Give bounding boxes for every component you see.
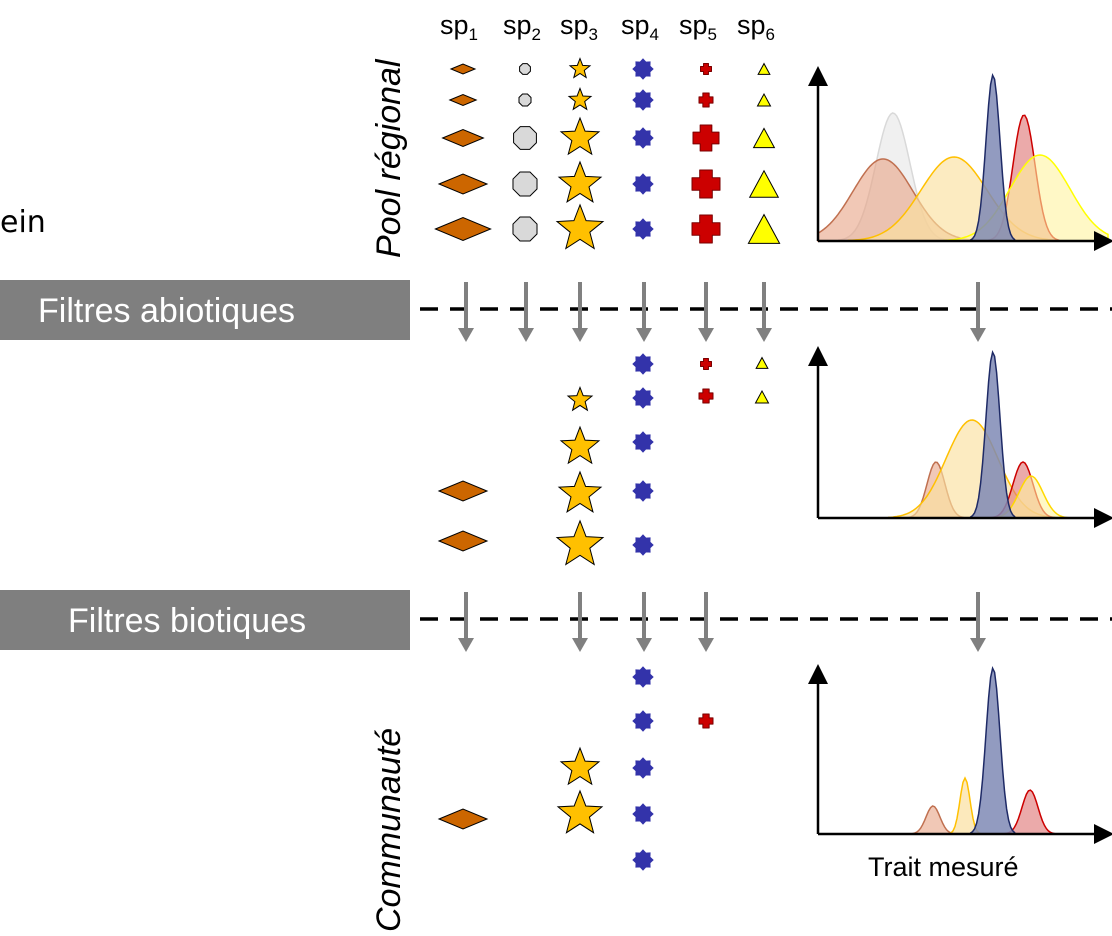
filter-arrow [572, 282, 588, 342]
filter-arrow [756, 282, 772, 342]
species-3-star [555, 203, 605, 250]
species-3-star [559, 746, 601, 786]
species-1-diamond [448, 93, 478, 107]
filter-arrow [970, 592, 986, 652]
species-6-triangle [747, 213, 781, 244]
species-5-cross [691, 214, 721, 244]
species-3-star [559, 116, 601, 156]
species-4-blob [632, 710, 654, 732]
species-5-cross [698, 388, 714, 404]
species-2-octagon [518, 93, 532, 107]
abiotic-filter-band: Filtres abiotiques [0, 280, 410, 340]
species-2-octagon [513, 126, 537, 150]
trait-distribution-charts [808, 66, 1112, 844]
filter-arrow [572, 592, 588, 652]
species-5-cross [700, 358, 712, 370]
species-4-blob [632, 803, 654, 825]
species-4-blob [632, 534, 654, 556]
species-4-blob [632, 431, 654, 453]
species-1-diamond [437, 530, 489, 552]
trait-curve-species-5 [1003, 789, 1056, 835]
species-6-triangle [748, 169, 780, 198]
species-1-diamond [449, 63, 477, 75]
species-3-star [557, 160, 603, 203]
filter-arrows [458, 282, 986, 652]
species-1-diamond [437, 808, 489, 830]
species-3-star [556, 789, 604, 834]
species-1-diamond [437, 173, 489, 195]
species-label-5: sp5 [679, 10, 717, 44]
community-label: Communauté [370, 728, 408, 932]
species-4-blob [632, 387, 654, 409]
filter-arrow [458, 282, 474, 342]
species-4-blob [632, 353, 654, 375]
species-5-cross [700, 63, 712, 75]
trait-curve-species-4 [969, 666, 1017, 835]
species-4-blob [632, 173, 654, 195]
species-5-cross [691, 169, 721, 199]
species-6-triangle [755, 356, 769, 369]
species-label-4: sp4 [621, 10, 659, 44]
x-axis-label: Trait mesuré [868, 852, 1019, 882]
species-1-diamond [441, 128, 485, 148]
chart-axes [808, 346, 1112, 528]
species-1-diamond [437, 480, 489, 502]
chart-axes [808, 66, 1112, 251]
species-4-blob [632, 218, 654, 240]
species-4-blob [632, 480, 654, 502]
abiotic-filter-label: Filtres abiotiques [38, 292, 295, 330]
species-4-blob [632, 127, 654, 149]
trait-curve-species-4 [969, 73, 1017, 242]
species-3-star [555, 519, 605, 566]
filter-arrow [518, 282, 534, 342]
species-3-star [557, 470, 603, 513]
species-label-1: sp1 [440, 10, 478, 44]
species-6-triangle [752, 127, 776, 149]
species-2-octagon [512, 171, 538, 197]
trait-curve-species-6 [943, 154, 1109, 242]
trait-curve-species-1 [909, 805, 956, 835]
species-3-star [559, 425, 601, 465]
regional-pool-label: Pool régional [370, 58, 408, 258]
species-symbols [434, 57, 781, 871]
species-2-octagon [519, 63, 531, 75]
species-1-diamond [434, 216, 492, 242]
filter-arrow [970, 282, 986, 342]
species-6-triangle [756, 92, 772, 107]
species-4-blob [632, 849, 654, 871]
filter-arrow [698, 282, 714, 342]
trait-curve-species-4 [969, 350, 1017, 519]
filter-arrow [458, 592, 474, 652]
species-label-3: sp3 [560, 10, 598, 44]
species-4-blob [632, 666, 654, 688]
chart-axes [808, 664, 1112, 844]
species-4-blob [632, 58, 654, 80]
cropped-text-fragment: ein [0, 205, 46, 240]
species-5-cross [698, 713, 714, 729]
biotic-filter-band: Filtres biotiques [0, 590, 410, 650]
species-4-blob [632, 757, 654, 779]
filter-arrow [636, 282, 652, 342]
species-3-star [566, 386, 594, 412]
species-2-octagon [512, 216, 538, 242]
species-4-blob [632, 89, 654, 111]
species-5-cross [698, 92, 714, 108]
species-label-2: sp2 [503, 10, 541, 44]
species-3-star [567, 87, 593, 111]
filter-arrow [698, 592, 714, 652]
filter-arrow [636, 592, 652, 652]
species-5-cross [692, 124, 720, 152]
biotic-filter-label: Filtres biotiques [68, 602, 306, 640]
species-6-triangle [754, 389, 770, 404]
species-6-triangle [757, 62, 771, 75]
species-label-6: sp6 [737, 10, 775, 44]
species-header: sp1 sp2 sp3 sp4 sp5 sp6 [440, 10, 775, 44]
species-3-star [568, 57, 592, 79]
